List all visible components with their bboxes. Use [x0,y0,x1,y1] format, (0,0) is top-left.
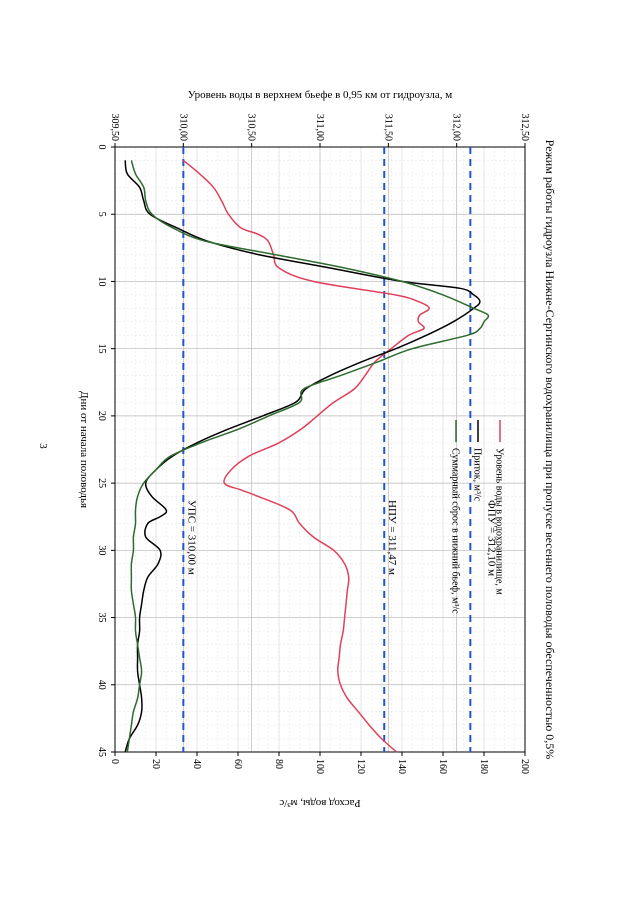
y-tick-label: 311,00 [314,114,325,141]
y-axis-label: Уровень воды в верхнем бьефе в 0,95 км о… [188,89,453,101]
chart-text: Режим работы гидроузла Нижне-Сергинского… [78,89,557,809]
x-tick-label: 20 [96,411,107,421]
chart-grid [114,146,526,753]
series-line-reservoir-level [182,159,431,753]
y-tick-label: 312,50 [519,114,530,142]
legend-entry: Приток, м³/с [472,448,483,502]
legend-entry: Уровень воды в водохранилище, м [494,448,505,595]
y-tick-label: 309,50 [109,114,120,142]
y2-tick-label: 120 [355,759,366,774]
reference-line-label: УПС = 310,00 м [185,500,197,575]
y-tick-label: 310,00 [177,114,188,142]
y2-tick-label: 60 [232,759,243,769]
y-tick-label: 311,50 [382,114,393,141]
chart-axes: 0 5 10 15 20 25 30 35 40 45 309,50 310,00 310,50 311,… [96,114,530,775]
x-tick-label: 25 [96,478,107,488]
y-tick-label: 310,50 [246,114,257,142]
y2-tick-label: 200 [519,759,530,774]
x-axis-label: Дни от начала половодья [78,391,90,508]
legend-entry: Суммарный сброс в нижний бьеф, м³/с [450,448,461,614]
x-tick-label: 10 [96,276,107,286]
x-tick-label: 15 [96,344,107,354]
y2-tick-label: 140 [396,759,407,774]
y2-tick-label: 100 [314,759,325,774]
y2-axis-label: Расход воды, м³/с [279,797,360,809]
x-tick-label: 30 [96,545,107,555]
y2-tick-label: 20 [150,759,161,769]
series-line-outflow [126,160,490,753]
x-tick-label: 40 [96,680,107,690]
reference-line-label: ФПУ = 312,10 м [485,500,497,576]
series-line-inflow [124,160,481,753]
reference-line-label: НПУ = 311,47 м [386,500,398,575]
chart-title: Режим работы гидроузла Нижне-Сергинского… [543,140,557,760]
x-tick-label: 35 [96,613,107,623]
x-tick-label: 5 [96,212,107,217]
y2-tick-label: 40 [191,759,202,769]
y2-tick-label: 180 [478,759,489,774]
chart-legend: Уровень воды в водохранилище, м Приток, м… [450,420,505,614]
x-tick-label: 0 [96,145,107,150]
y2-tick-label: 0 [109,759,120,764]
series-lines [124,159,490,753]
y-tick-label: 312,00 [451,114,462,142]
y2-tick-label: 80 [273,759,284,769]
x-tick-label: 45 [96,747,107,757]
y2-tick-label: 160 [437,759,448,774]
